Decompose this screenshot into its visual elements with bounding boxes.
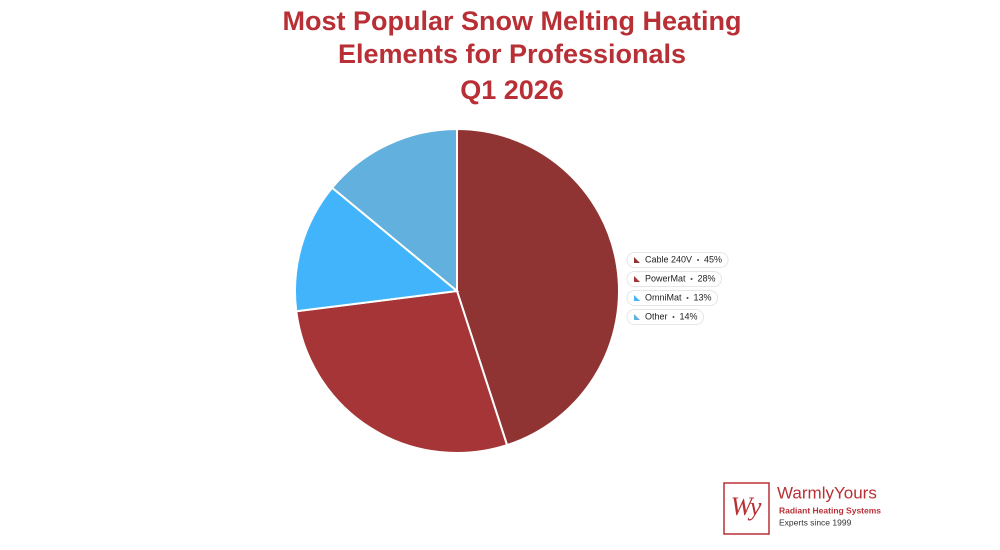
legend-swatch xyxy=(634,257,640,263)
legend-item: OmniMat 13% xyxy=(626,290,719,306)
legend-item: PowerMat 28% xyxy=(626,271,723,287)
pie-slice xyxy=(330,127,458,294)
legend-value: 45% xyxy=(704,254,722,264)
legend-value: 14% xyxy=(680,311,698,321)
legend-swatch xyxy=(634,276,640,282)
legend-pill xyxy=(626,290,719,306)
chart-title: Most Popular Snow Melting Heating xyxy=(283,6,742,36)
legend-label: Other xyxy=(645,311,668,321)
pie-slice xyxy=(294,186,460,313)
logo-frame xyxy=(723,482,770,535)
legend-pill xyxy=(626,309,705,325)
legend-item: Cable 240V 45% xyxy=(626,252,729,268)
legend-item: Other 14% xyxy=(626,309,705,325)
legend-value: 13% xyxy=(694,292,712,302)
pie-slice xyxy=(295,289,509,454)
logo-since: Experts since 1999 xyxy=(779,517,852,527)
chart-title: Q1 2026 xyxy=(460,75,564,105)
logo: Wy WarmlyYours Radiant Heating Systems E… xyxy=(723,482,881,535)
legend-separator xyxy=(697,259,700,261)
legend-pill xyxy=(626,271,723,287)
pie-slice xyxy=(456,127,620,447)
logo-tagline: Radiant Heating Systems xyxy=(779,505,881,515)
logo-mark: Wy xyxy=(731,492,762,521)
legend-separator xyxy=(690,278,693,280)
legend-pill xyxy=(626,252,729,268)
legend-separator xyxy=(686,297,689,299)
chart-title: Elements for Professionals xyxy=(338,39,686,69)
legend-label: OmniMat xyxy=(645,292,682,302)
legend-separator xyxy=(672,316,675,318)
legend-label: PowerMat xyxy=(645,273,686,283)
legend-swatch xyxy=(634,295,640,301)
logo-name: WarmlyYours xyxy=(777,483,877,502)
legend-value: 28% xyxy=(698,273,716,283)
legend-label: Cable 240V xyxy=(645,254,692,264)
legend-swatch xyxy=(634,314,640,320)
